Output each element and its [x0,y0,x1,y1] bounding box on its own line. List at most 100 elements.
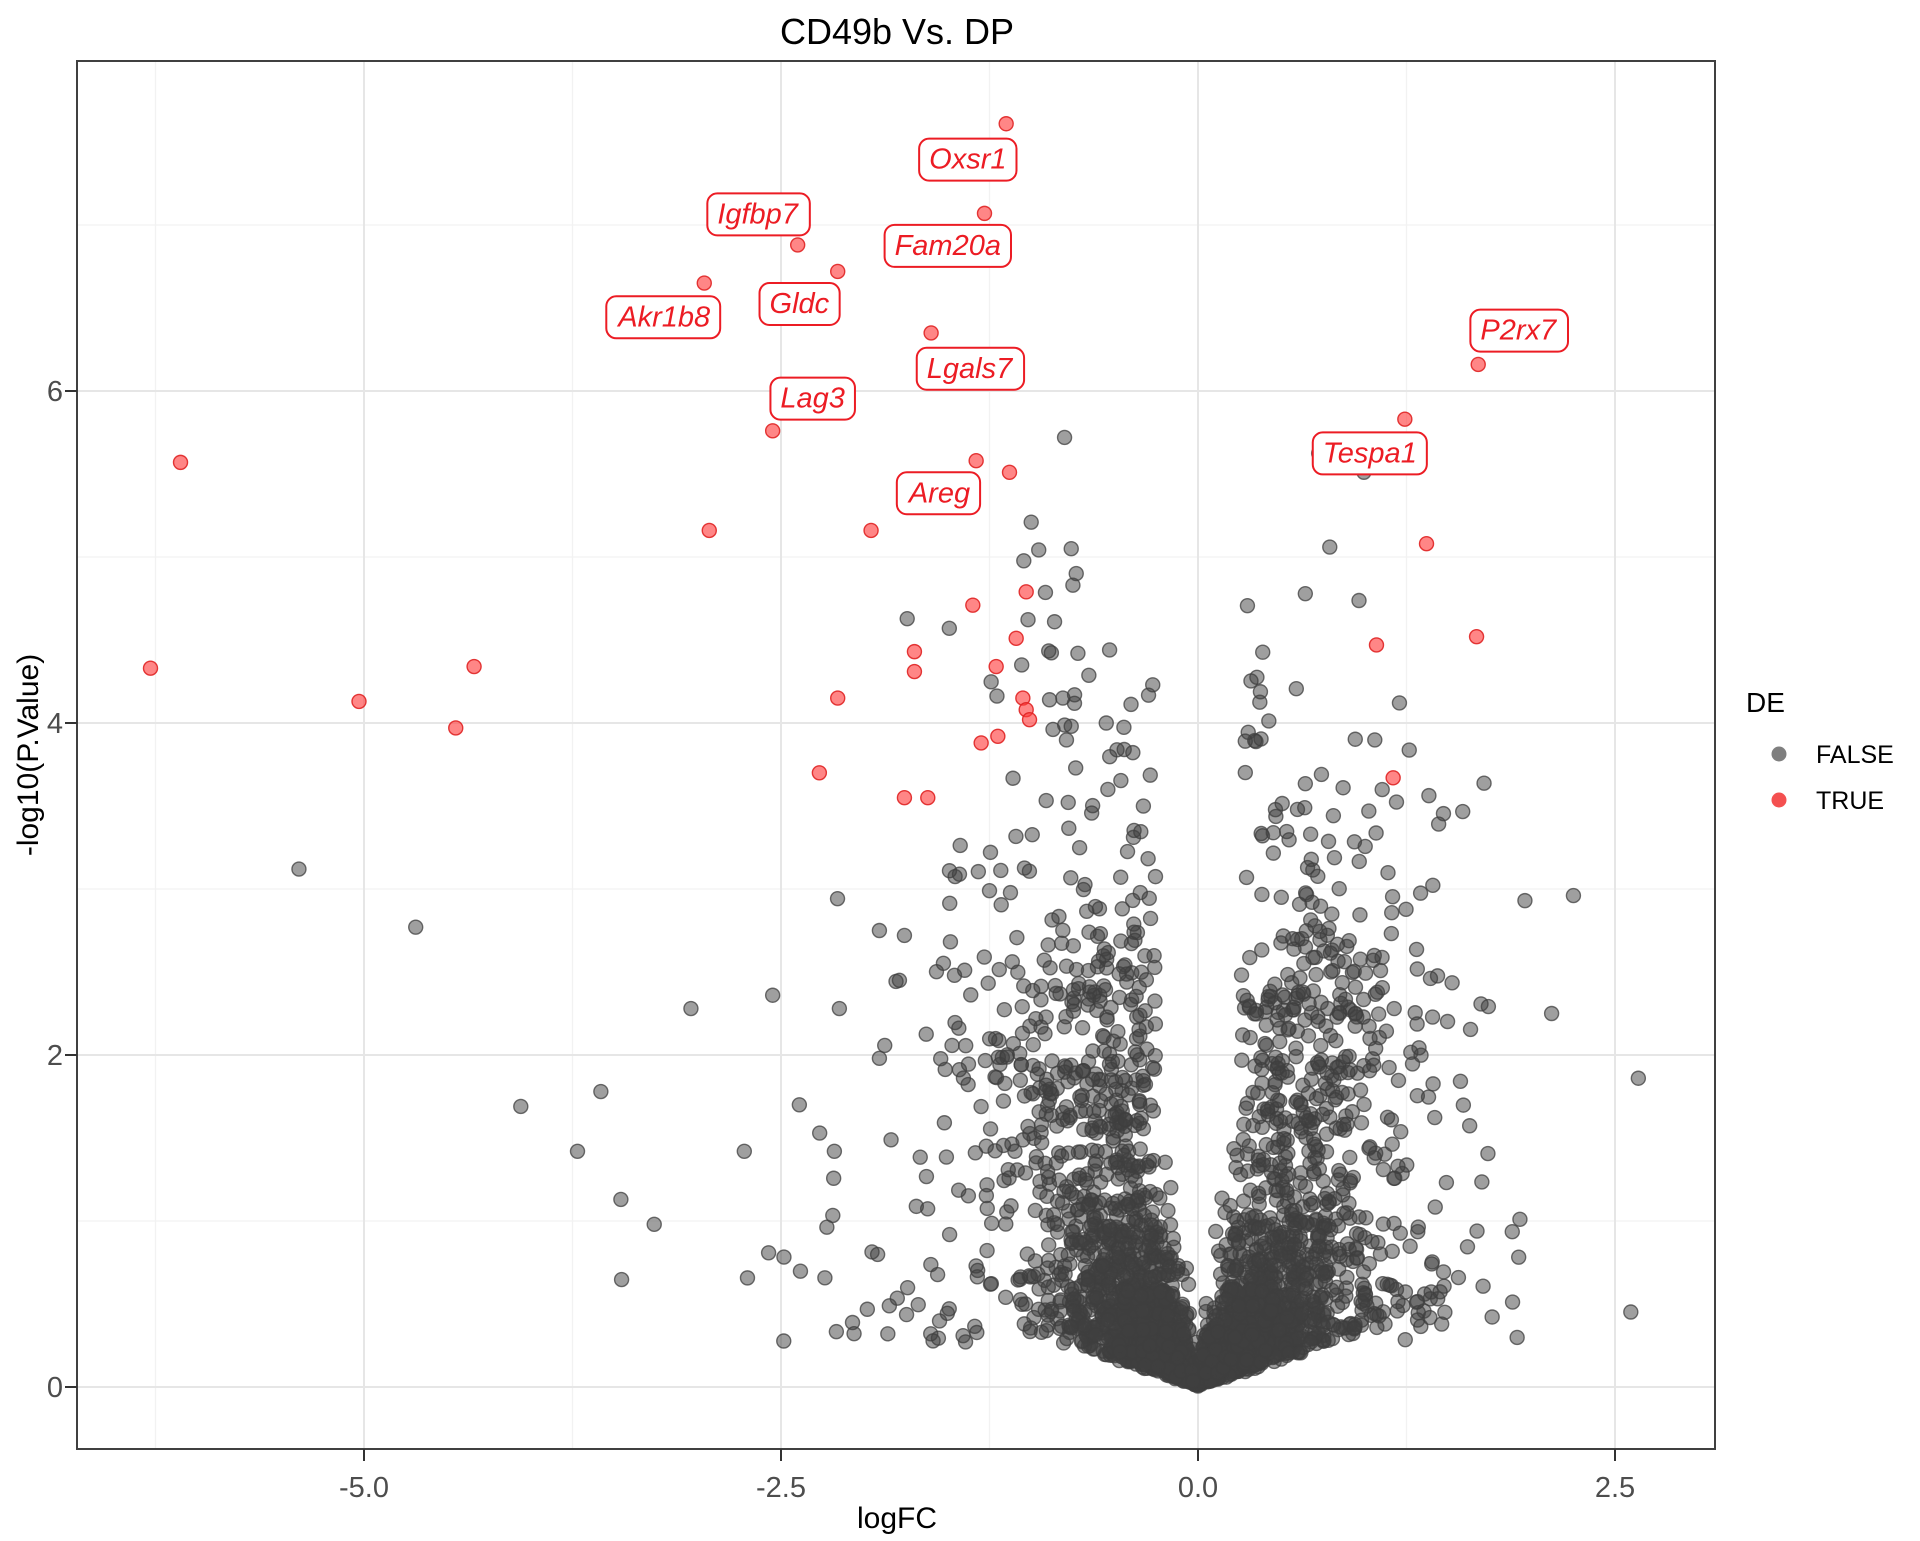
data-point-false [1060,794,1076,811]
data-point-false [1297,885,1314,901]
data-point-false [1367,986,1384,1002]
data-point-false [1004,954,1020,970]
data-point-false [1133,824,1149,840]
data-point-false [1229,1147,1245,1163]
data-point-false [946,967,963,984]
data-point-false [1386,1000,1402,1017]
data-point-false [760,1245,777,1261]
gene-label-box [605,295,722,340]
data-point-false [1318,1290,1334,1307]
data-point-false [1331,1245,1347,1262]
data-point-false [1239,1352,1255,1368]
data-point-false [1176,1326,1192,1342]
data-point-false [1334,1294,1351,1311]
data-point-false [1427,1199,1443,1215]
data-point-false [973,1098,989,1115]
y-tick-label: 4 [47,708,63,740]
data-point-false [1270,1055,1286,1072]
data-point-false [1543,1005,1560,1022]
data-point-false [1388,794,1405,810]
data-point-false [1255,1151,1272,1168]
data-point-false [1242,949,1258,966]
data-point-false [1019,1246,1036,1262]
data-point-false [1042,1081,1058,1098]
data-point-false [1159,1307,1176,1324]
data-point-false [1058,732,1075,748]
data-point-false [1324,1330,1341,1347]
data-point-false [936,1115,953,1131]
data-point-false [1308,966,1324,983]
data-point-true [1018,584,1034,600]
data-point-false [1087,898,1104,915]
data-point-false [988,1069,1005,1086]
data-point-false [1297,799,1313,816]
data-point-false [683,1000,699,1017]
data-point-false [1020,612,1036,628]
data-point-false [1439,1013,1456,1030]
plot-panel [77,61,1715,1449]
data-point-false [1252,684,1269,700]
data-point-false [1066,687,1083,703]
data-point-false [1089,1290,1105,1306]
data-point-false [764,987,781,1003]
gene-label-text: Akr1b8 [616,301,710,333]
data-point-false [1161,1339,1177,1355]
data-point-false [1095,948,1112,964]
data-point-false [935,955,952,971]
data-point-false [1098,715,1114,731]
data-point-false [1239,597,1256,614]
data-point-false [1504,1224,1520,1240]
data-point-true [830,690,846,706]
data-point-false [1123,696,1139,713]
gridlines [77,61,1715,1449]
data-point-false [1126,924,1142,940]
data-point-false [776,1249,792,1265]
data-point-false [1124,1168,1140,1184]
data-point-false [1326,849,1343,866]
data-point-false [1292,970,1308,986]
legend-title: DE [1746,687,1785,718]
data-point-false [1251,1196,1267,1212]
data-point-false [1247,1058,1263,1074]
data-point-false [1367,1040,1384,1057]
data-point-false [1223,1351,1239,1368]
data-point-false [1113,772,1129,789]
x-tick-label: -2.5 [756,1472,806,1504]
gene-label-box [758,282,841,327]
data-point-false [1337,1049,1354,1065]
gene-label-text: Lag3 [780,383,845,415]
data-point-false [1135,798,1152,814]
data-point-false [1040,937,1056,953]
data-point-false [1383,1278,1400,1294]
data-point-false [1409,1087,1426,1104]
data-point-false [1037,584,1054,601]
data-point-false [993,862,1009,879]
data-point-false [1253,825,1269,842]
data-point-false [918,1168,935,1185]
data-point-false [1338,1280,1355,1296]
data-point-false [1015,1132,1031,1148]
data-point-true [998,116,1014,132]
data-point-false [1346,1320,1362,1336]
data-point-false [1160,1202,1176,1219]
data-point-false [993,897,1009,913]
data-point-false [1432,1284,1448,1300]
data-point-false [1158,1324,1174,1340]
data-point-false [1351,592,1367,609]
data-point-false [1234,1027,1251,1043]
data-point-false [1040,1292,1056,1309]
gene-label-box [883,223,1012,268]
data-point-true [976,205,993,222]
data-point-false [1238,869,1255,886]
data-point-false [1072,1089,1088,1105]
data-point-false [1353,1115,1370,1131]
data-point-false [1510,1249,1527,1265]
data-point-false [1083,1217,1100,1233]
data-point-false [1378,1023,1395,1039]
data-point-true [1021,711,1038,728]
data-point-false [1180,1276,1197,1293]
data-point-false [1038,792,1054,809]
data-point-false [1320,1000,1336,1017]
data-point-false [1071,1170,1088,1186]
data-point-false [1073,1333,1090,1350]
